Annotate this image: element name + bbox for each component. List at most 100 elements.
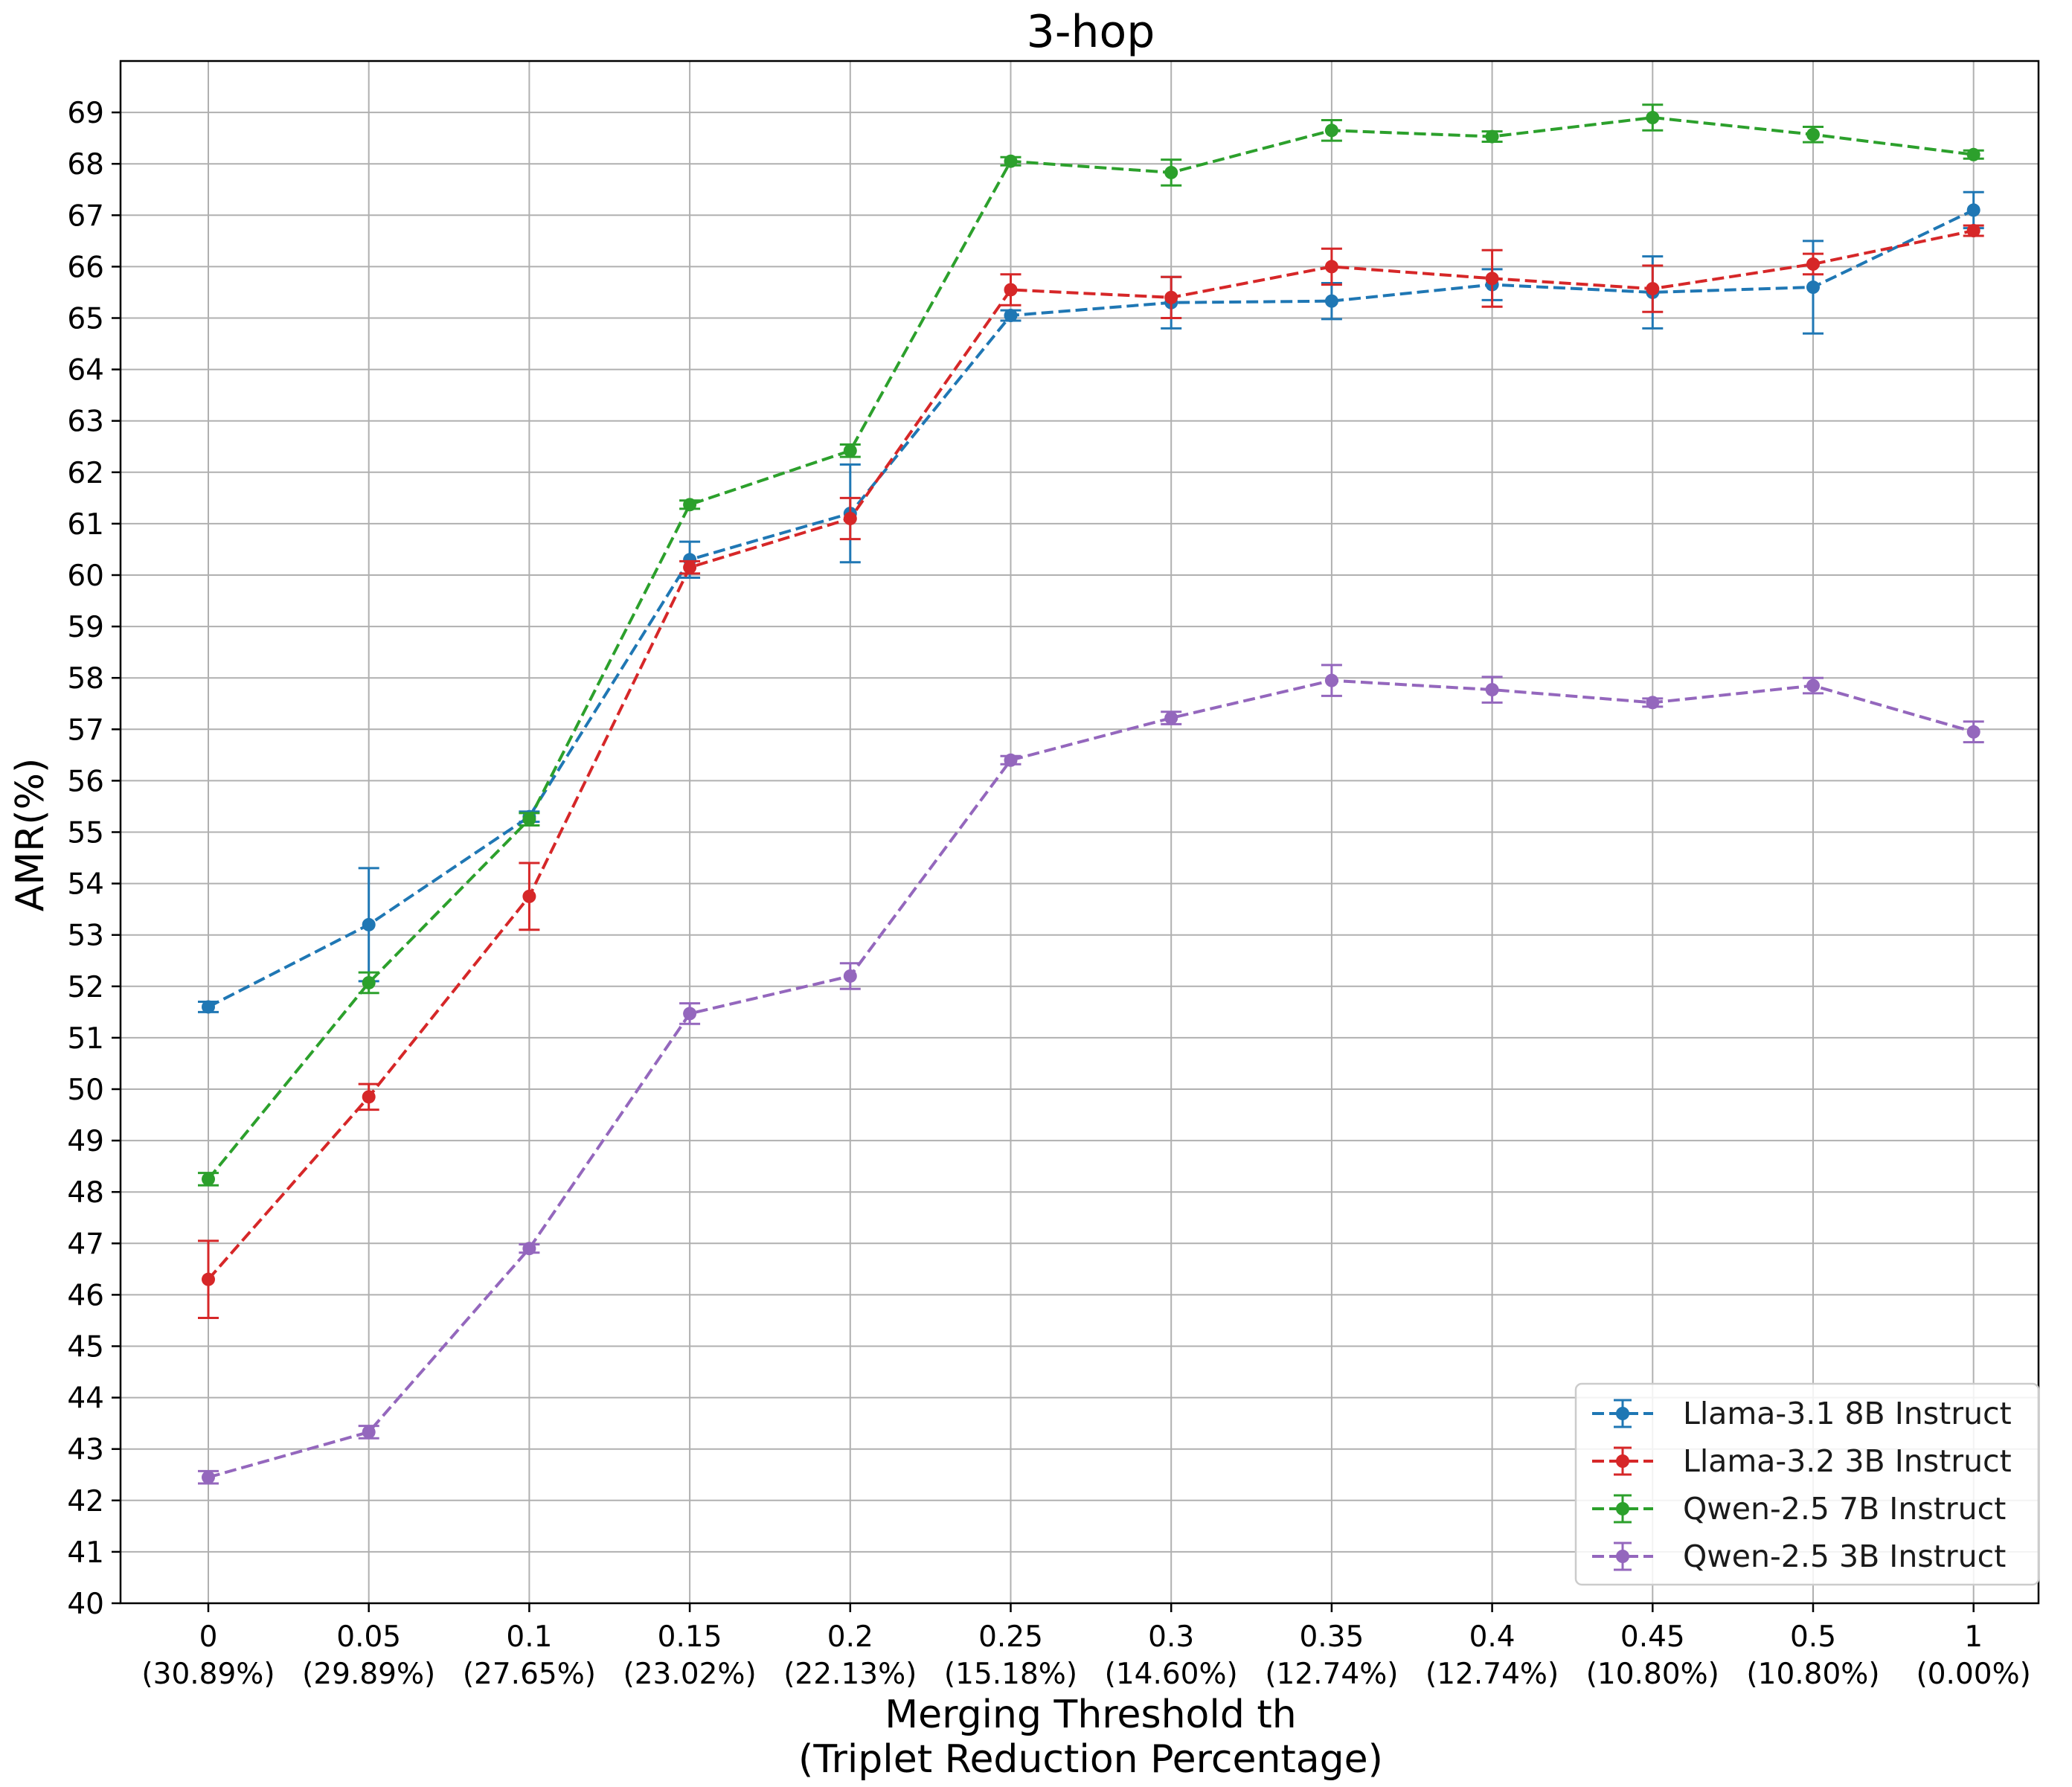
data-point [362, 975, 376, 989]
series-line [208, 678, 1975, 1479]
grid-lines [121, 61, 2039, 1604]
y-tick-label: 52 [67, 971, 104, 1004]
y-tick-label: 43 [67, 1434, 104, 1467]
y-tick-label: 40 [67, 1588, 104, 1621]
data-point [1806, 280, 1820, 295]
y-axis-title: AMR(%) [8, 758, 53, 912]
y-tick-label: 69 [67, 97, 104, 130]
legend-item-2: Llama-3.2 3B Instruct [1592, 1443, 2012, 1479]
legend-box [1574, 1382, 2040, 1586]
x-tick-sublabel: (14.60%) [1105, 1658, 1238, 1691]
y-tick-label: 57 [67, 713, 104, 747]
legend-label: Llama-3.1 8B Instruct [1683, 1396, 2012, 1431]
x-tick-label: 0 [199, 1620, 218, 1654]
x-tick-sublabel: (22.13%) [783, 1658, 917, 1691]
y-tick-label: 68 [67, 148, 104, 182]
data-point [1004, 753, 1018, 767]
y-tick-label: 66 [67, 251, 104, 284]
data-point [1164, 711, 1178, 725]
data-point [1966, 203, 1980, 217]
data-point [843, 511, 857, 525]
series-2 [198, 224, 1984, 1319]
data-point [1966, 147, 1980, 161]
data-point [362, 1090, 376, 1104]
x-tick-sublabel: (10.80%) [1586, 1658, 1719, 1691]
series-line [207, 229, 1975, 1280]
x-tick-label: 0.35 [1299, 1620, 1364, 1654]
data-point [1966, 725, 1980, 739]
data-point [1806, 257, 1820, 271]
x-tick-sublabel: (30.89%) [141, 1658, 275, 1691]
data-point [683, 560, 697, 574]
data-point [1966, 224, 1980, 238]
x-tick-label: 0.05 [336, 1620, 401, 1654]
legend-label: Llama-3.2 3B Instruct [1683, 1443, 2012, 1479]
y-tick-label: 65 [67, 303, 104, 336]
data-point [362, 917, 376, 931]
data-point [1485, 272, 1499, 286]
legend-marker [1616, 1454, 1629, 1468]
y-tick-label: 60 [67, 559, 104, 593]
y-tick-label: 59 [67, 611, 104, 644]
y-tick-label: 44 [67, 1382, 104, 1416]
y-tick-label: 49 [67, 1125, 104, 1158]
data-point [1806, 127, 1820, 141]
data-point [1004, 154, 1018, 168]
data-point [683, 1007, 697, 1021]
series-group [198, 103, 1984, 1485]
x-tick-label: 0.1 [506, 1620, 552, 1654]
data-point [1164, 290, 1178, 304]
data-point [522, 889, 536, 903]
y-tick-label: 56 [67, 765, 104, 798]
x-tick-label: 0.5 [1790, 1620, 1836, 1654]
data-point [1004, 283, 1018, 297]
data-point [202, 1272, 215, 1286]
x-tick-label: 0.15 [658, 1620, 722, 1654]
data-point [202, 1000, 215, 1014]
y-tick-label: 50 [67, 1074, 104, 1107]
series-4 [198, 664, 1984, 1485]
y-tick-label: 48 [67, 1176, 104, 1210]
data-point [522, 1242, 536, 1256]
legend-label: Qwen-2.5 3B Instruct [1683, 1539, 2006, 1574]
chart-title: 3-hop [1027, 6, 1155, 58]
y-tick-label: 58 [67, 662, 104, 696]
data-point [522, 812, 536, 827]
data-point [1164, 165, 1178, 179]
data-point [1324, 673, 1338, 687]
data-point [1485, 129, 1499, 144]
data-point [843, 969, 857, 983]
x-tick-sublabel: (23.02%) [623, 1658, 757, 1691]
data-point [362, 1425, 376, 1439]
data-point [1646, 111, 1660, 125]
y-tick-label: 64 [67, 354, 104, 388]
legend: Llama-3.1 8B Instruct Llama-3.2 3B Instru… [1574, 1382, 2040, 1586]
x-axis-subtitle: (Triplet Reduction Percentage) [798, 1737, 1383, 1782]
x-tick-sublabel: (12.74%) [1265, 1658, 1398, 1691]
x-tick-label: 0.45 [1620, 1620, 1685, 1654]
y-tick-label: 67 [67, 199, 104, 233]
plot-frame [119, 60, 2040, 1605]
data-point [202, 1172, 215, 1186]
y-tick-label: 54 [67, 868, 104, 902]
data-point [1324, 123, 1338, 138]
x-tick-label: 0.2 [827, 1620, 873, 1654]
data-point [1324, 294, 1338, 308]
data-point [1646, 696, 1660, 710]
series-3 [198, 103, 1984, 1187]
data-point [1485, 683, 1499, 697]
x-tick-sublabel: (27.65%) [463, 1658, 596, 1691]
series-line [208, 208, 1975, 1009]
legend-marker [1616, 1502, 1629, 1515]
y-tick-label: 47 [67, 1228, 104, 1261]
x-tick-label: 0.4 [1469, 1620, 1515, 1654]
y-tick-label: 46 [67, 1279, 104, 1312]
data-point [1004, 309, 1018, 323]
y-tick-label: 61 [67, 508, 104, 542]
data-point [1646, 282, 1660, 296]
legend-marker [1616, 1550, 1629, 1563]
data-point [1324, 260, 1338, 274]
x-tick-sublabel: (29.89%) [302, 1658, 435, 1691]
legend-item-3: Qwen-2.5 7B Instruct [1592, 1491, 2006, 1527]
